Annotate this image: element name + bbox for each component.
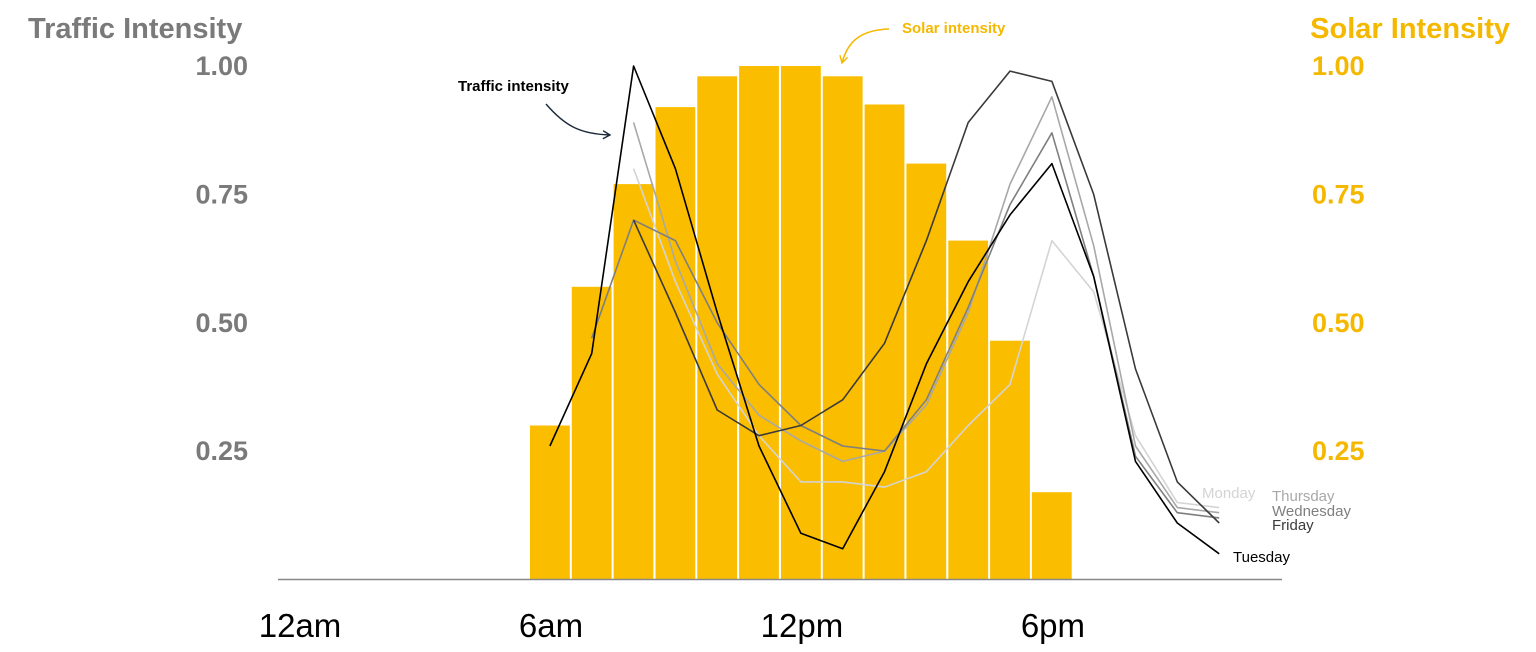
left-axis-tick: 0.75 — [195, 179, 248, 209]
left-axis-tick: 0.50 — [195, 308, 248, 338]
x-axis-tick: 6pm — [1021, 607, 1085, 644]
series-label-friday: Friday — [1272, 517, 1314, 534]
solar-intensity-arrow — [839, 28, 890, 65]
solar-bar — [822, 76, 863, 580]
series-label-monday: Monday — [1202, 485, 1256, 502]
left-axis-ticks: 1.00 0.75 0.50 0.25 — [195, 51, 248, 466]
solar-intensity-annotation: Solar intensity — [902, 20, 1006, 37]
solar-bar — [990, 340, 1030, 580]
traffic-line-friday — [632, 70, 1220, 524]
solar-bars — [530, 66, 1072, 580]
right-axis-ticks: 1.00 0.75 0.50 0.25 — [1312, 51, 1365, 466]
x-axis-tick: 12pm — [761, 607, 844, 644]
series-label-tuesday: Tuesday — [1233, 549, 1290, 566]
left-axis-tick: 0.25 — [195, 436, 248, 466]
traffic-line-thursday — [632, 96, 1220, 514]
solar-bar — [739, 66, 779, 580]
right-axis-title: Solar Intensity — [1310, 13, 1510, 45]
solar-bar — [697, 76, 738, 580]
series-label-wednesday: Wednesday — [1272, 503, 1351, 520]
traffic-line-monday — [632, 168, 1220, 509]
solar-bar — [613, 184, 654, 580]
right-axis-tick: 1.00 — [1312, 51, 1365, 81]
right-axis-tick: 0.75 — [1312, 179, 1365, 209]
solar-bar — [948, 240, 989, 580]
solar-bar — [781, 66, 821, 580]
left-axis-title: Traffic Intensity — [28, 13, 242, 45]
right-axis-tick: 0.50 — [1312, 308, 1365, 338]
series-label-thursday: Thursday — [1272, 488, 1335, 505]
x-axis-ticks: 12am 6am 12pm 6pm — [259, 607, 1085, 644]
x-axis-tick: 6am — [519, 607, 583, 644]
traffic-lines — [549, 65, 1220, 555]
traffic-intensity-arrow — [545, 103, 612, 140]
solar-bar — [530, 425, 570, 580]
left-axis-tick: 1.00 — [195, 51, 248, 81]
solar-bar — [906, 163, 947, 580]
traffic-intensity-annotation: Traffic intensity — [458, 78, 570, 95]
x-axis-tick: 12am — [259, 607, 342, 644]
traffic-line-tuesday — [549, 65, 1220, 555]
solar-bar — [571, 286, 612, 580]
right-axis-tick: 0.25 — [1312, 436, 1365, 466]
solar-bar — [1031, 492, 1072, 580]
